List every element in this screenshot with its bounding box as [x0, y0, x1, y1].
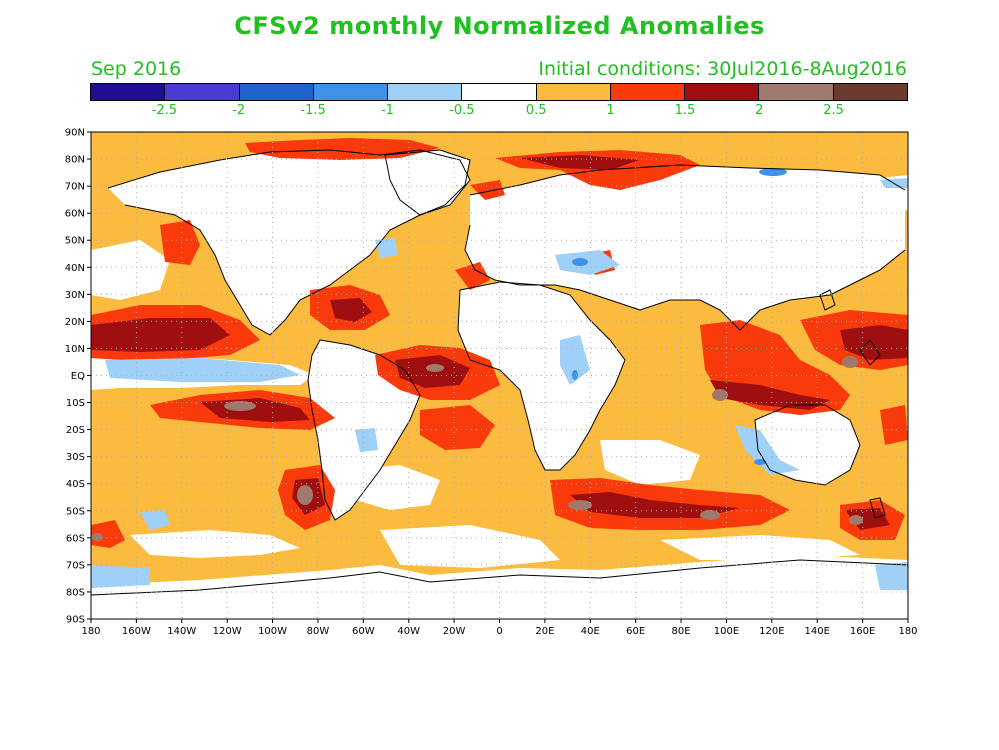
latitude-label: 30S: [66, 452, 85, 463]
colorbar-label: 2: [755, 103, 764, 118]
longitude-label: 120E: [759, 626, 784, 637]
colorbar-swatch: [165, 84, 240, 100]
latitude-label: 50N: [65, 236, 85, 247]
latitude-label: 40S: [66, 479, 85, 490]
longitude-label: 40E: [581, 626, 600, 637]
coastlines: [91, 149, 908, 596]
longitude-label: 80W: [307, 626, 330, 637]
longitude-label: 100W: [258, 626, 287, 637]
latitude-labels: 90N 80N 70N 60N 50N 40N 30N 20N 10N EQ 10S 20S 30S 40…: [65, 128, 85, 626]
longitude-label: 60W: [352, 626, 375, 637]
anomaly-field: [91, 132, 908, 619]
longitude-label: 20W: [443, 626, 466, 637]
latitude-label: 60S: [66, 533, 85, 544]
latitude-label: 80S: [66, 587, 85, 598]
map-title: CFSv2 monthly Normalized Anomalies: [234, 12, 765, 40]
latitude-label: 80N: [65, 155, 85, 166]
forecast-month-label: Sep 2016: [91, 58, 182, 80]
longitude-label: 40W: [397, 626, 420, 637]
longitude-label: 140W: [167, 626, 196, 637]
colorbar-label: 2.5: [823, 103, 844, 118]
latitude-label: 20N: [65, 317, 85, 328]
colorbar-label: -1.5: [300, 103, 326, 118]
latitude-label: 10S: [66, 398, 85, 409]
longitude-label: 100E: [714, 626, 739, 637]
colorbar-label: -0.5: [449, 103, 475, 118]
longitude-label: 160W: [122, 626, 151, 637]
colorbar-label: 1: [606, 103, 615, 118]
graticule: [91, 132, 908, 619]
longitude-label: 120W: [213, 626, 242, 637]
axis-ticks: [87, 131, 909, 623]
colorbar-swatch: [685, 84, 760, 100]
colorbar-label: -2: [232, 103, 246, 118]
longitude-label: 0: [496, 626, 502, 637]
colorbar: [90, 83, 908, 101]
colorbar-label: -2.5: [151, 103, 178, 118]
latitude-label: 10N: [65, 344, 85, 355]
longitude-labels: 180 160W 140W 120W 100W 80W 60W 40W 20W 0 20E 40E 60…: [81, 626, 917, 637]
colorbar-swatch: [313, 84, 389, 100]
colorbar-swatch: [462, 84, 537, 100]
longitude-label: 20E: [535, 626, 554, 637]
colorbar-swatch: [536, 84, 611, 100]
latitude-label: 60N: [65, 209, 85, 220]
colorbar-label: 0.5: [525, 103, 547, 118]
colorbar-swatch: [91, 84, 166, 100]
colorbar-swatch: [239, 84, 314, 100]
colorbar-labels: -2.5 -2 -1.5 -1 -0.5 0.5 1 1.5 2 2.5: [0, 103, 999, 121]
colorbar-swatch: [833, 84, 907, 100]
latitude-label: EQ: [71, 371, 85, 382]
colorbar-label: 1.5: [674, 103, 696, 118]
colorbar-swatch: [610, 84, 686, 100]
initial-conditions-label: Initial conditions: 30Jul2016-8Aug2016: [538, 58, 907, 80]
longitude-label: 160E: [850, 626, 875, 637]
longitude-label: 140E: [805, 626, 830, 637]
longitude-label: 180: [898, 626, 917, 637]
colorbar-swatch: [388, 84, 463, 100]
cool-anomaly-level-2: [572, 168, 787, 465]
latitude-label: 90S: [66, 615, 85, 626]
latitude-label: 40N: [65, 263, 85, 274]
latitude-label: 70N: [65, 182, 85, 193]
longitude-label: 180: [81, 626, 100, 637]
longitude-label: 60E: [626, 626, 645, 637]
colorbar-swatch: [759, 84, 834, 100]
latitude-label: 70S: [66, 560, 85, 571]
latitude-label: 30N: [65, 290, 85, 301]
colorbar-label: -1: [380, 103, 394, 118]
latitude-label: 50S: [66, 506, 85, 517]
latitude-label: 20S: [66, 425, 85, 436]
warm-anomaly-level-3: [91, 155, 908, 530]
warm-anomaly-level-4: [91, 356, 863, 541]
longitude-label: 80E: [672, 626, 691, 637]
latitude-label: 90N: [65, 128, 85, 139]
